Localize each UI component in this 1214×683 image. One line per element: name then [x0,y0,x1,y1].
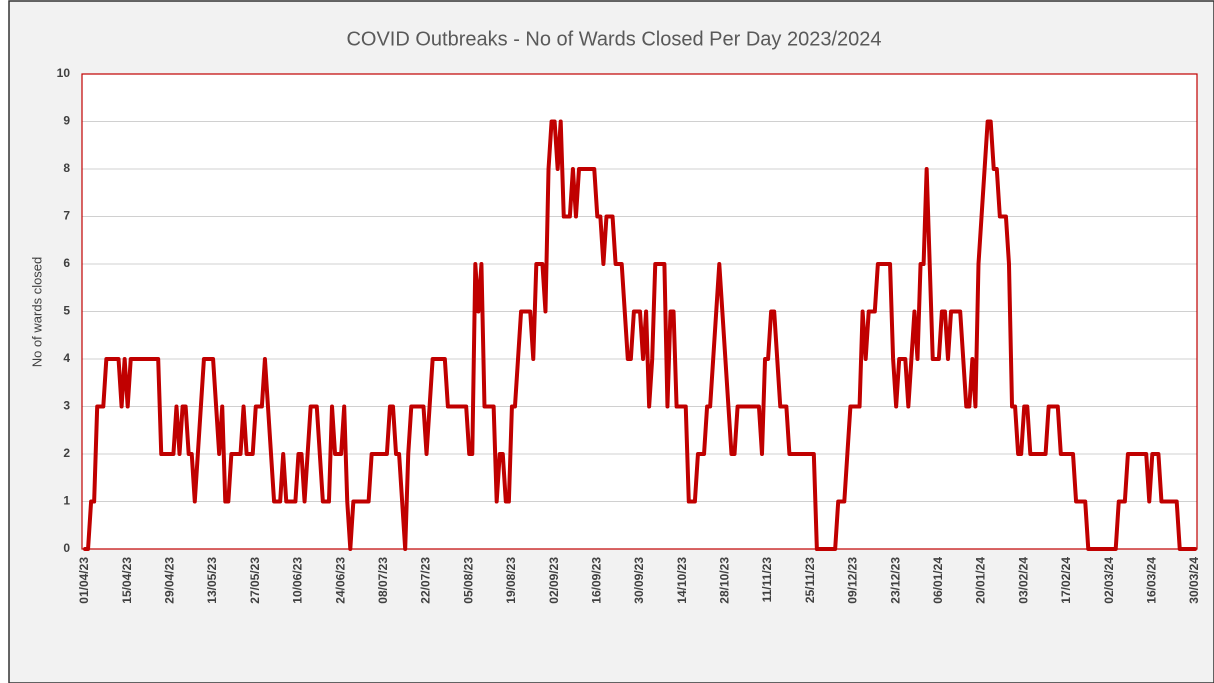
y-tick-label: 4 [63,351,70,365]
x-tick-label: 28/10/23 [718,557,732,604]
x-tick-label: 20/01/24 [974,557,988,604]
y-tick-label: 6 [63,256,70,270]
x-tick-label: 16/03/24 [1144,557,1158,604]
plot-border [81,73,1198,550]
y-tick-label: 0 [63,541,70,555]
x-tick-label: 24/06/23 [333,557,347,604]
x-tick-label: 15/04/23 [120,557,134,604]
y-tick-label: 5 [63,304,70,318]
x-tick-label: 06/01/24 [931,557,945,604]
x-tick-label: 17/02/24 [1059,557,1073,604]
x-tick-label: 22/07/23 [419,557,433,604]
y-tick-label: 2 [63,446,70,460]
y-axis-label: No of wards closed [29,257,44,368]
x-tick-label: 01/04/23 [77,557,91,604]
x-tick-label: 13/05/23 [205,557,219,604]
x-tick-label: 03/02/24 [1016,557,1030,604]
x-tick-label: 23/12/23 [888,557,902,604]
x-tick-label: 02/03/24 [1102,557,1116,604]
x-tick-label: 02/09/23 [547,557,561,604]
data-line [83,119,1197,551]
x-tick-label: 11/11/23 [760,557,774,603]
x-tick-label: 16/09/23 [589,557,603,604]
x-tick-label: 27/05/23 [248,557,262,604]
y-tick-label: 3 [63,399,70,413]
x-tick-label: 09/12/23 [846,557,860,604]
x-tick-label: 10/06/23 [291,557,305,604]
x-tick-label: 08/07/23 [376,557,390,604]
x-tick-label: 29/04/23 [163,557,177,604]
y-tick-label: 10 [57,66,71,80]
x-tick-label: 25/11/23 [803,557,817,603]
chart-title: COVID Outbreaks - No of Wards Closed Per… [346,28,881,50]
x-tick-label: 30/09/23 [632,557,646,604]
x-tick-label: 05/08/23 [461,557,475,604]
x-tick-label: 14/10/23 [675,557,689,604]
x-tick-label: 30/03/24 [1187,557,1201,604]
x-tick-label: 19/08/23 [504,557,518,604]
y-tick-label: 7 [63,209,70,223]
y-tick-label: 8 [63,161,70,175]
y-tick-label: 1 [63,494,70,508]
y-tick-label: 9 [63,114,70,128]
